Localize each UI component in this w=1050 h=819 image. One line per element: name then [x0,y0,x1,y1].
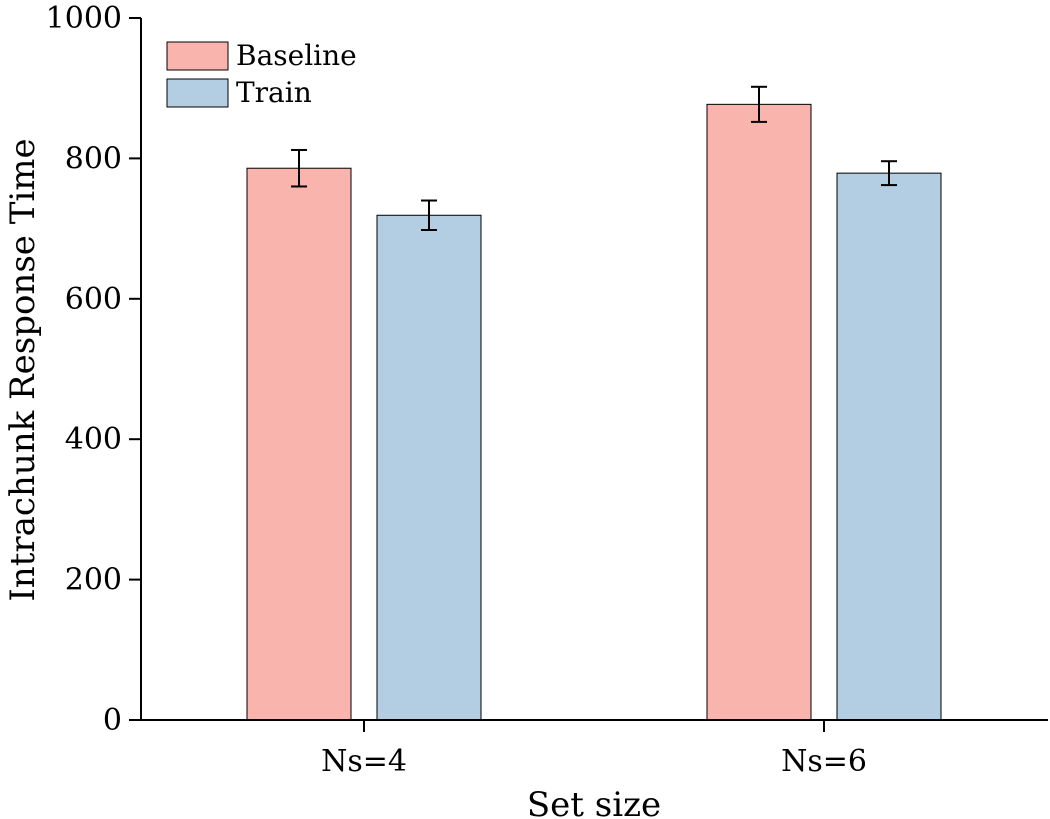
y-tick-label: 200 [65,563,122,598]
y-tick-label: 400 [65,422,122,457]
error-bar [421,199,437,232]
x-tick-label: Ns=4 [321,744,407,779]
x-ticks: Ns=4 Ns=6 [321,720,867,779]
bar-baseline-1 [246,167,352,721]
bar-train-1 [376,214,482,721]
axes [140,18,1048,721]
legend-swatch-baseline [166,41,229,71]
legend: Baseline Train [166,39,357,109]
y-tick-label: 800 [65,141,122,176]
y-ticks: 0 200 400 600 800 1000 [46,1,141,738]
x-tick-label: Ns=6 [781,744,867,779]
legend-swatch-train [166,78,229,108]
error-bar [881,160,897,187]
error-bar [291,148,307,188]
y-axis-title: Intrachunk Response Time [3,138,43,601]
plot-area [246,85,942,721]
legend-label-baseline: Baseline [236,39,357,72]
y-tick-label: 600 [65,282,122,317]
legend-label-train: Train [236,76,312,109]
error-bar [751,85,767,123]
bar-train-2 [836,172,942,721]
y-tick-label: 1000 [46,1,122,36]
bar-baseline-2 [706,103,812,721]
x-axis-title: Set size [527,785,661,819]
y-tick-label: 0 [103,703,122,738]
